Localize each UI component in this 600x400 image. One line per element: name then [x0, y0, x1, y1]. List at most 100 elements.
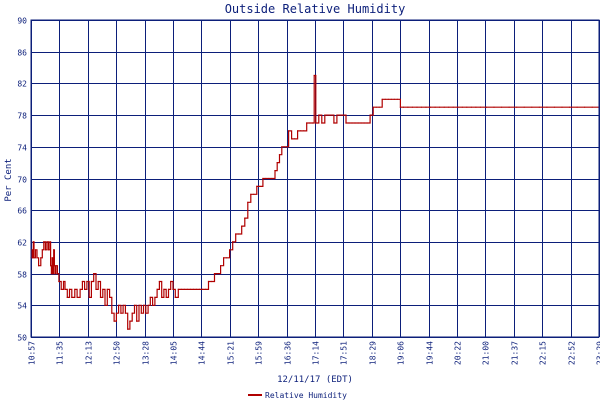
data-point — [369, 114, 371, 116]
chart-title: Outside Relative Humidity — [225, 2, 406, 16]
data-point — [265, 177, 267, 180]
data-point — [104, 304, 106, 306]
data-point — [62, 280, 65, 283]
data-point — [220, 265, 222, 267]
data-point — [475, 106, 477, 108]
data-point — [313, 74, 315, 77]
data-point — [32, 241, 34, 243]
data-point — [145, 312, 147, 314]
data-point — [106, 288, 108, 290]
data-point — [470, 106, 472, 108]
data-point — [102, 288, 104, 290]
x-tick-label: 17:51 — [340, 341, 349, 365]
data-point — [170, 280, 172, 283]
data-point — [244, 217, 246, 219]
data-point — [47, 249, 50, 251]
data-point — [568, 106, 571, 108]
data-point — [345, 122, 347, 124]
data-point — [315, 122, 317, 124]
data-point — [81, 280, 83, 283]
data-point — [95, 288, 97, 290]
data-point — [241, 225, 243, 227]
y-axis-label: Per Cent — [4, 158, 14, 201]
data-point — [553, 106, 556, 108]
data-point — [381, 98, 383, 100]
x-tick-label: 14:44 — [198, 341, 207, 365]
data-point — [363, 122, 365, 124]
data-point — [142, 304, 145, 306]
data-point — [235, 233, 237, 235]
data-point — [223, 257, 225, 259]
data-point — [58, 280, 60, 283]
data-point — [396, 98, 398, 100]
data-point — [402, 106, 404, 108]
data-point — [93, 273, 95, 275]
data-point — [131, 312, 133, 314]
data-point — [50, 273, 53, 275]
data-point — [259, 185, 261, 187]
data-point — [399, 106, 401, 108]
data-point — [99, 296, 102, 298]
data-point — [204, 288, 207, 290]
data-point — [163, 288, 165, 290]
data-point — [86, 280, 88, 283]
data-point — [387, 98, 389, 100]
data-point — [113, 320, 115, 322]
grid — [31, 20, 600, 338]
data-point — [324, 114, 326, 116]
data-point — [31, 257, 34, 259]
data-point — [177, 288, 179, 290]
y-tick-label: 66 — [17, 207, 27, 216]
data-point — [281, 146, 283, 148]
data-point — [232, 241, 234, 243]
data-point — [43, 241, 45, 243]
data-point — [439, 106, 441, 108]
data-point — [300, 130, 302, 132]
data-point — [516, 106, 518, 108]
plot-frame — [30, 19, 600, 338]
data-point — [416, 106, 418, 108]
data-point — [118, 304, 120, 306]
y-tick-label: 50 — [17, 334, 27, 343]
y-tick-label: 74 — [17, 144, 27, 153]
data-point — [74, 288, 76, 290]
data-point — [217, 273, 219, 275]
data-point — [53, 265, 56, 267]
data-point — [342, 114, 344, 116]
data-point — [79, 288, 81, 290]
data-point — [84, 288, 86, 290]
data-point — [66, 296, 68, 298]
data-point — [149, 296, 151, 298]
data-point — [411, 106, 413, 108]
data-point — [56, 273, 59, 275]
y-tick-label: 82 — [17, 80, 27, 89]
data-point — [493, 106, 495, 108]
y-tick-label: 70 — [17, 176, 27, 185]
data-point — [156, 288, 158, 290]
data-point — [122, 304, 124, 306]
data-point — [285, 146, 287, 148]
data-point — [167, 288, 170, 290]
x-tick-label: 23:29 — [596, 341, 600, 365]
data-point — [271, 177, 273, 180]
data-point — [120, 312, 122, 314]
data-point — [384, 98, 386, 100]
data-point — [115, 312, 117, 314]
data-point — [183, 288, 185, 290]
data-point — [154, 296, 156, 298]
data-point — [64, 288, 66, 290]
data-point — [136, 320, 138, 322]
data-point — [430, 106, 432, 108]
data-point — [207, 280, 210, 283]
data-point — [348, 122, 350, 124]
data-point — [479, 106, 481, 108]
data-point — [420, 106, 423, 108]
data-point — [318, 114, 320, 116]
data-point — [90, 280, 92, 283]
x-tick-label: 19:44 — [426, 341, 435, 365]
data-point — [466, 106, 468, 108]
data-point — [192, 288, 194, 290]
data-point — [88, 296, 90, 298]
data-point — [375, 106, 377, 108]
